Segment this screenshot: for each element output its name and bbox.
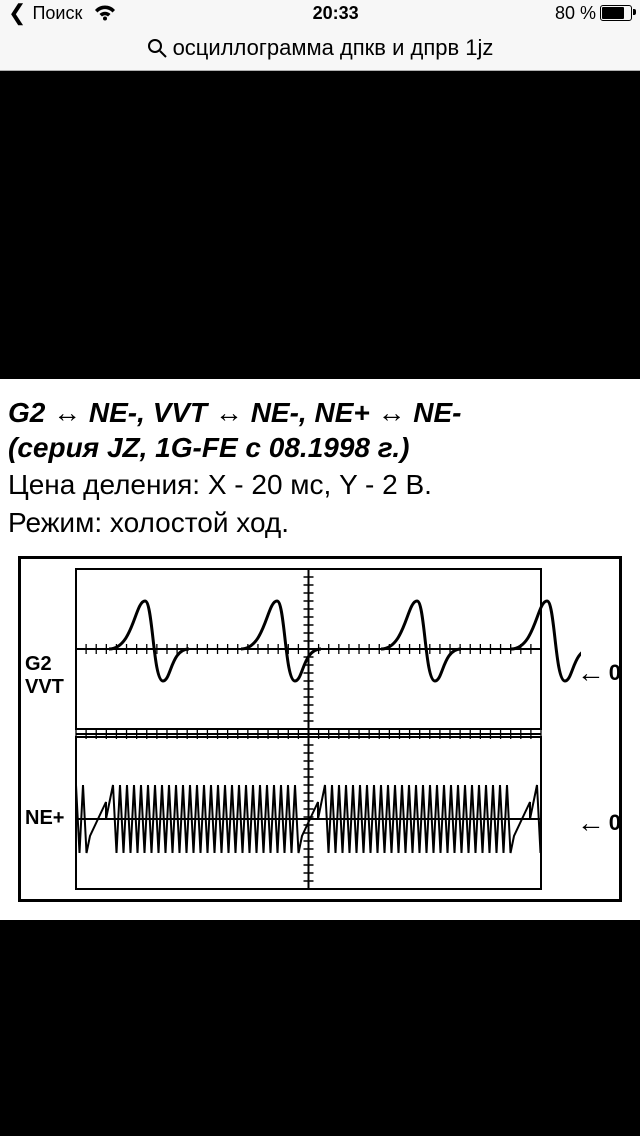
search-query-text: осциллограмма дпкв и дпрв 1jz <box>173 35 494 61</box>
status-bar-left: ❮ Поиск <box>8 0 116 26</box>
wifi-icon <box>94 5 116 21</box>
status-bar: ❮ Поиск 20:33 80 % <box>0 0 640 26</box>
back-label[interactable]: Поиск <box>32 3 82 24</box>
bottom-black-region <box>0 920 640 1136</box>
doc-title-line2: (серия JZ, 1G-FE с 08.1998 г.) <box>8 430 632 465</box>
trace-label-g2vvt: G2VVT <box>25 653 64 699</box>
doc-title-line1: G2 ↔ NE-, VVT ↔ NE-, NE+ ↔ NE- <box>8 395 632 430</box>
arrow-left-icon: ← <box>577 657 605 689</box>
search-icon <box>147 38 167 58</box>
doc-scale-line: Цена деления: X - 20 мс, Y - 2 В. <box>8 467 632 503</box>
zero-marker-ne: ← 0 <box>577 807 621 839</box>
trace-label-ne: NE+ <box>25 807 64 830</box>
status-time: 20:33 <box>313 3 359 24</box>
scope-frame: G2VVT NE+ ← 0 ← 0 <box>18 556 622 902</box>
search-sub-bar[interactable]: осциллограмма дпкв и дпрв 1jz <box>0 26 640 71</box>
oscilloscope-figure: G2VVT NE+ ← 0 ← 0 <box>0 552 640 920</box>
zero-marker-g2: ← 0 <box>577 657 621 689</box>
status-bar-right: 80 % <box>555 3 632 24</box>
doc-mode-line: Режим: холостой ход. <box>8 505 632 541</box>
document-header: G2 ↔ NE-, VVT ↔ NE-, NE+ ↔ NE- (серия JZ… <box>0 379 640 552</box>
back-chevron-icon[interactable]: ❮ <box>8 0 26 26</box>
scope-svg <box>21 559 581 893</box>
arrow-left-icon: ← <box>577 807 605 839</box>
battery-percent: 80 % <box>555 3 596 24</box>
top-black-region <box>0 71 640 379</box>
battery-icon <box>600 5 632 21</box>
